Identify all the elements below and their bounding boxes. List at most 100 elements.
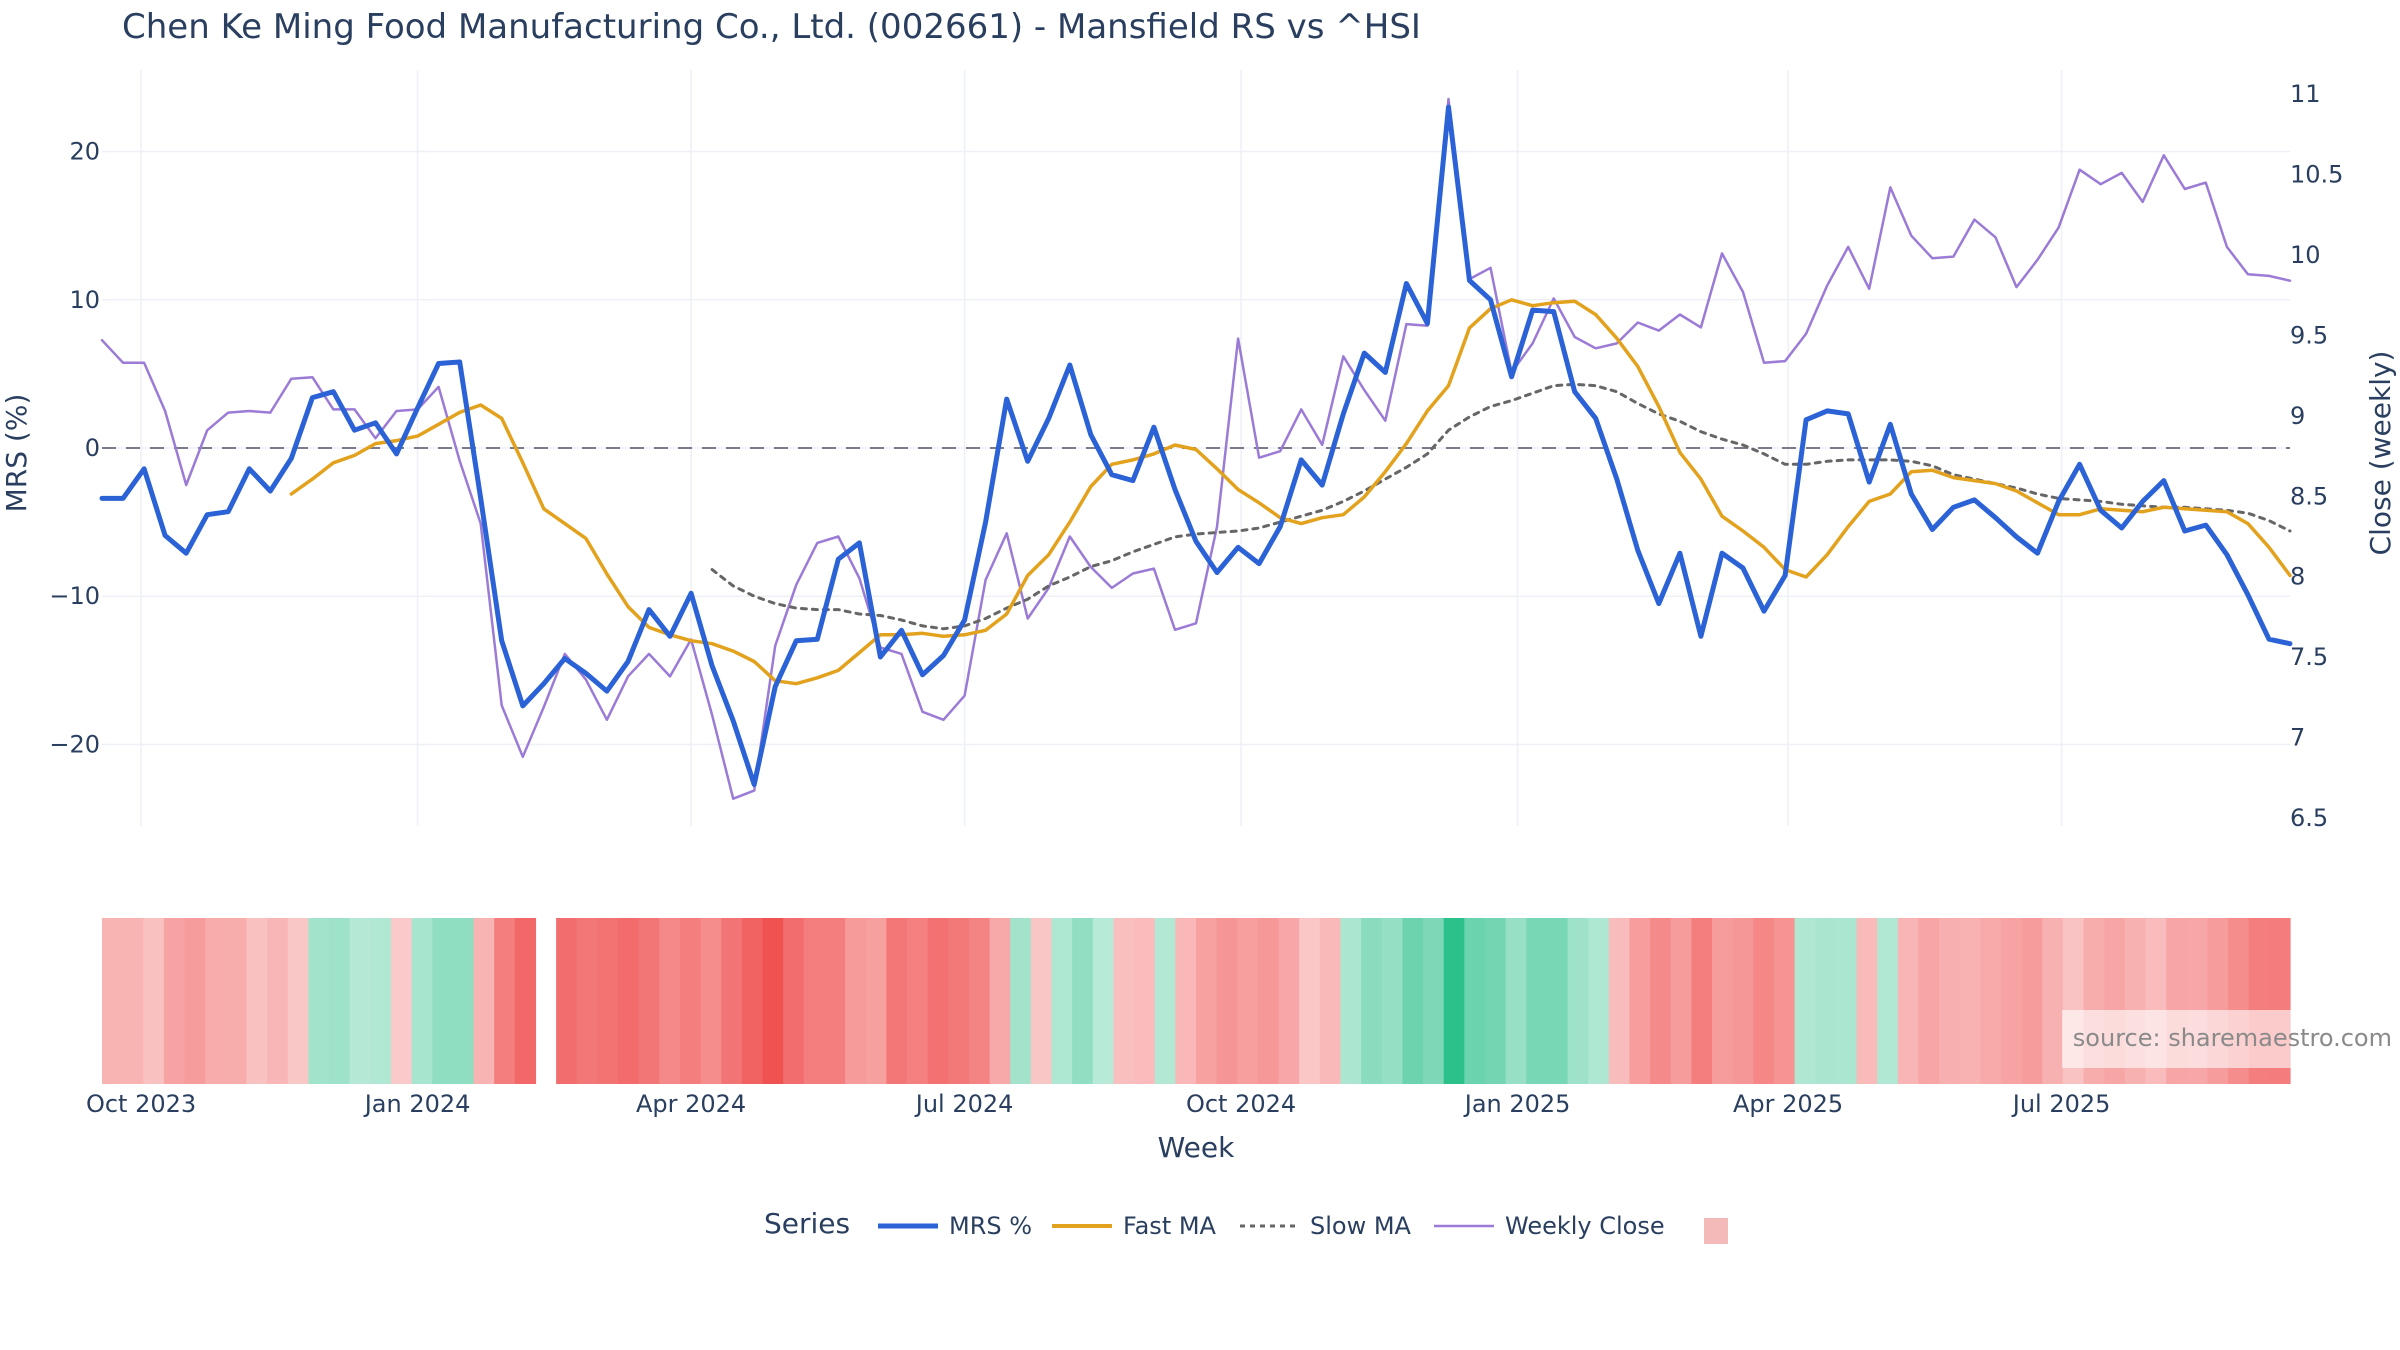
x-tick-label: Jan 2024 — [363, 1090, 471, 1118]
x-tick-label: Apr 2024 — [636, 1090, 746, 1118]
heat-cell — [246, 918, 268, 1084]
heat-cell — [1959, 918, 1981, 1084]
heat-cell — [741, 918, 764, 1084]
heat-cell — [1815, 918, 1837, 1084]
heat-cell — [329, 918, 351, 1084]
heat-cell — [1732, 918, 1754, 1084]
heat-cell — [2042, 918, 2064, 1084]
legend-label-mrs: MRS % — [949, 1212, 1032, 1240]
heat-cell — [1918, 918, 1940, 1084]
heat-cell — [907, 918, 929, 1084]
heat-cell — [762, 918, 784, 1084]
left-tick-label: 10 — [69, 286, 100, 314]
heat-strip — [102, 918, 2291, 1084]
heat-cell — [1092, 918, 1115, 1084]
heat-cell — [1237, 918, 1259, 1084]
heat-cell — [163, 918, 186, 1084]
heat-cell — [1691, 918, 1713, 1084]
heat-cell — [1773, 918, 1796, 1084]
right-tick-label: 9 — [2290, 402, 2305, 430]
heat-cell — [267, 918, 289, 1084]
heat-cell — [1897, 918, 1920, 1084]
chart-title: Chen Ke Ming Food Manufacturing Co., Ltd… — [122, 7, 1421, 47]
legend-swatch-heat — [1704, 1218, 1728, 1244]
heat-cell — [886, 918, 908, 1084]
left-axis-ticks: 20 10 0 −10 −20 — [49, 138, 100, 759]
heat-cell — [308, 918, 330, 1084]
right-tick-label: 6.5 — [2290, 804, 2328, 832]
heat-cell — [2001, 918, 2023, 1084]
heat-cell — [576, 918, 598, 1084]
heat-cell — [287, 918, 310, 1084]
heat-cell — [494, 918, 516, 1084]
heat-cell — [1299, 918, 1321, 1084]
right-tick-label: 8 — [2290, 563, 2305, 591]
left-tick-label: −20 — [49, 730, 100, 758]
heat-cell — [679, 918, 702, 1084]
right-tick-label: 7 — [2290, 724, 2305, 752]
heat-cell — [432, 918, 454, 1084]
heat-cell — [1650, 918, 1672, 1084]
heat-cell — [1361, 918, 1383, 1084]
right-tick-label: 9.5 — [2290, 321, 2328, 349]
left-axis-label: MRS (%) — [0, 394, 33, 513]
heat-cell — [1856, 918, 1878, 1084]
heat-cell — [638, 918, 660, 1084]
heat-cell — [989, 918, 1011, 1084]
heat-cell — [1196, 918, 1218, 1084]
heat-cell — [948, 918, 970, 1084]
heat-cell — [1670, 918, 1692, 1084]
x-tick-label: Jul 2024 — [914, 1090, 1014, 1118]
heat-cell — [968, 918, 991, 1084]
x-tick-label: Oct 2024 — [1186, 1090, 1296, 1118]
heat-cell — [473, 918, 495, 1084]
legend-title: Series — [764, 1207, 850, 1240]
left-tick-label: 0 — [85, 434, 100, 462]
heat-cell — [659, 918, 681, 1084]
heat-cell — [1216, 918, 1238, 1084]
heat-cell — [597, 918, 619, 1084]
heat-cell — [1154, 918, 1176, 1084]
heat-cell — [122, 918, 144, 1084]
heat-cell — [803, 918, 826, 1084]
series-line-fast-ma — [289, 298, 2292, 686]
heat-cell — [783, 918, 805, 1084]
left-tick-label: 20 — [69, 138, 100, 166]
heat-cell — [1484, 918, 1507, 1084]
heat-cell — [721, 918, 743, 1084]
heat-cell — [1113, 918, 1135, 1084]
heat-cell — [1629, 918, 1651, 1084]
right-axis-label: Close (weekly) — [2364, 351, 2397, 556]
heat-cell — [618, 918, 640, 1084]
heat-cell — [1567, 918, 1589, 1084]
heat-cell — [452, 918, 475, 1084]
left-tick-label: −10 — [49, 582, 100, 610]
x-axis-ticks: Oct 2023 Jan 2024 Apr 2024 Jul 2024 Oct 2024… — [86, 1090, 2110, 1118]
heat-cell — [1278, 918, 1300, 1084]
series-line-mrs — [99, 104, 2293, 787]
x-tick-label: Jul 2025 — [2011, 1090, 2111, 1118]
right-tick-label: 10.5 — [2290, 161, 2343, 189]
heat-cell — [1402, 918, 1424, 1084]
heat-cell — [865, 918, 887, 1084]
x-tick-label: Jan 2025 — [1463, 1090, 1571, 1118]
legend-label-fast-ma: Fast MA — [1123, 1212, 1217, 1240]
heat-cell — [1526, 918, 1548, 1084]
heat-cell — [556, 918, 578, 1084]
right-tick-label: 8.5 — [2290, 482, 2328, 510]
heat-cell — [2021, 918, 2043, 1084]
right-tick-label: 10 — [2290, 241, 2321, 269]
heat-cell — [349, 918, 371, 1084]
legend-label-slow-ma: Slow MA — [1310, 1212, 1412, 1240]
heat-cell — [411, 918, 433, 1084]
heat-cell — [1443, 918, 1465, 1084]
series-line-slow-ma — [710, 382, 2292, 631]
heat-cell — [143, 918, 165, 1084]
heat-cell — [1175, 918, 1197, 1084]
heat-cell — [1257, 918, 1280, 1084]
right-tick-label: 11 — [2290, 80, 2321, 108]
heat-cell — [1340, 918, 1362, 1084]
heat-cell — [927, 918, 949, 1084]
right-axis-ticks: 11 10.5 10 9.5 9 8.5 8 7.5 7 6.5 — [2290, 80, 2343, 832]
heat-cell — [1464, 918, 1486, 1084]
